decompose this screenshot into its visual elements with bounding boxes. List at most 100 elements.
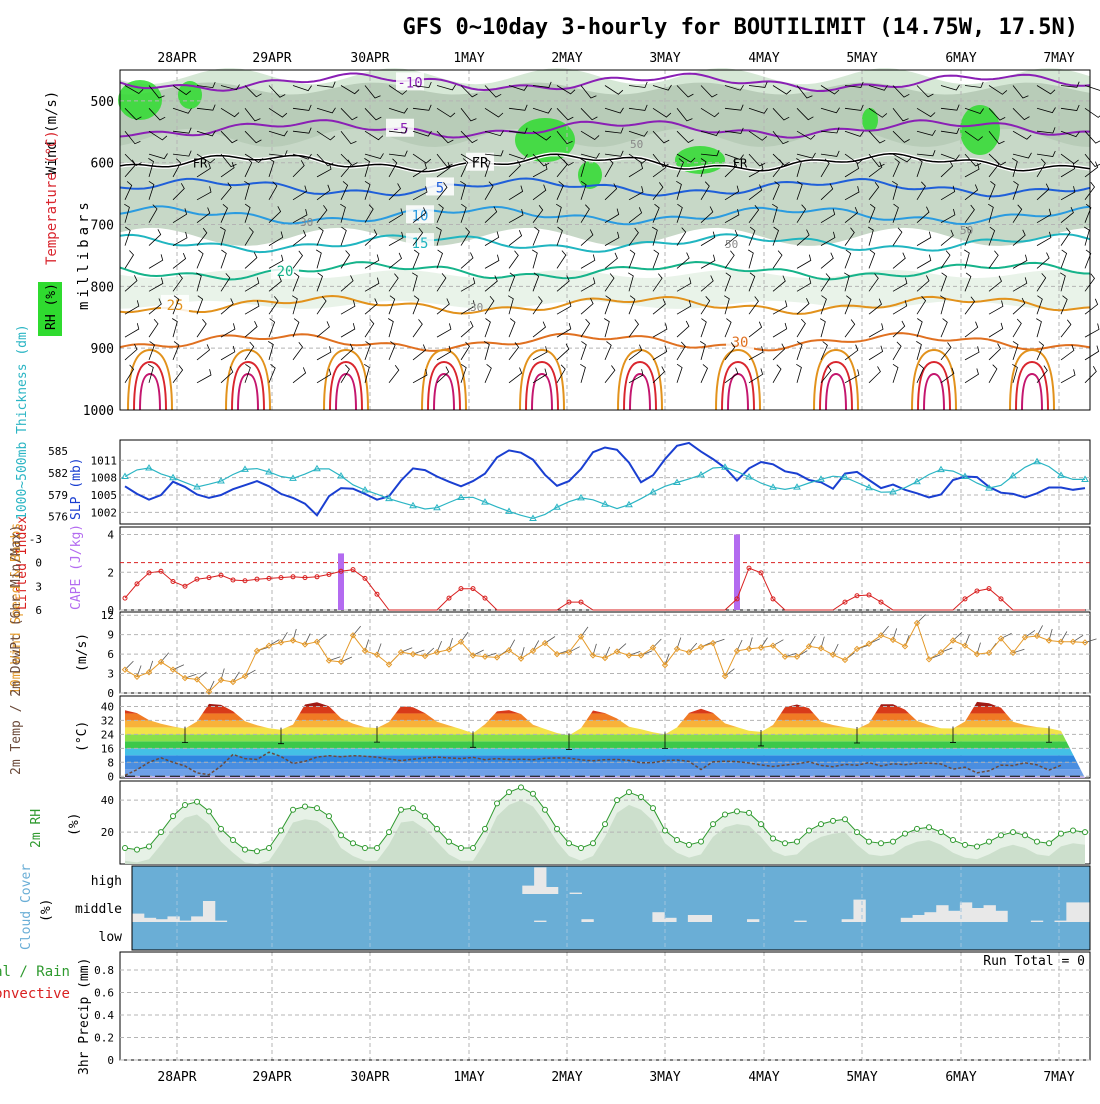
wind-barb [964, 321, 979, 338]
slp-axis-label: SLP (mb) [69, 457, 84, 520]
wind-barb [580, 158, 586, 178]
wind-barb [628, 186, 644, 201]
wind-barb [628, 249, 636, 269]
rh-point [638, 793, 644, 800]
thickness-point [361, 486, 369, 493]
cloud-bar [1054, 920, 1067, 922]
wind-speed-point [685, 648, 693, 656]
wind-barb [172, 295, 180, 315]
rh-point [518, 784, 524, 791]
wind-barb [196, 344, 210, 361]
wind-barb [196, 186, 212, 201]
wind-barb [460, 203, 467, 223]
wind-barb [723, 295, 730, 315]
wind-barb [172, 85, 192, 96]
wind-barb [172, 183, 185, 201]
contour-label: 15 [412, 236, 429, 252]
rh-point [1046, 840, 1052, 847]
thickness-point [961, 472, 969, 480]
wind-barb [940, 272, 947, 292]
wind-speed-point [265, 642, 273, 649]
lifted-index-point [302, 575, 308, 581]
thickness-point [649, 488, 657, 495]
wind-speed-point [997, 635, 1005, 642]
wind-barb [532, 296, 543, 315]
wind-speed-point [289, 637, 297, 644]
wind-barb [820, 158, 830, 178]
contour-label: FR [193, 157, 208, 171]
wind-barb [124, 85, 144, 94]
panel-frame [131, 865, 1091, 951]
rh-point [326, 813, 332, 820]
wind-barb [820, 295, 827, 315]
wind-barb [676, 130, 694, 143]
wind-barb [532, 153, 550, 167]
contour-label-bg [161, 294, 189, 313]
rh2m-panel: 40 20 2m RH (%) [29, 780, 1091, 865]
temp-axis-label: 2m Temp / 2m DewPt (6hr Min/Max) [9, 525, 24, 775]
surface-temp-contour [813, 348, 859, 411]
wind-barb [484, 107, 504, 118]
wind-barb [484, 85, 502, 98]
wind-barb [460, 153, 480, 163]
wind-barb [604, 273, 615, 292]
rh-point [506, 789, 512, 796]
wind-barb [1036, 273, 1047, 292]
wind-barb [196, 369, 212, 384]
wind-barb [148, 318, 159, 338]
temp-tick-label: 8 [107, 756, 114, 769]
thickness-tick-label: 582 [48, 467, 68, 480]
temp-unit-label: (°C) [75, 721, 90, 752]
wind-barb [1060, 319, 1072, 338]
li-tick-label: -3 [29, 533, 42, 546]
rh-point [302, 803, 308, 810]
lifted-index-point [254, 576, 260, 582]
wind-barb [652, 130, 670, 144]
wind-barb [1012, 341, 1019, 361]
thickness-point [697, 470, 705, 478]
wind-barb [1060, 186, 1076, 201]
wind-barb [1060, 162, 1076, 178]
rh-point [1010, 829, 1016, 836]
lifted-index-point [962, 596, 968, 602]
wind-barb [124, 159, 137, 178]
wind-speed-point [733, 647, 741, 655]
wind-barb [868, 130, 886, 144]
wind-speed-point [541, 639, 549, 647]
wind-barb [316, 321, 330, 338]
wind-barb [508, 185, 524, 201]
date-label-top: 7MAY [1043, 51, 1074, 66]
rh-point [530, 790, 536, 797]
wind-barb [532, 204, 544, 223]
wind-speed-point [841, 656, 849, 664]
wind-barb [844, 295, 852, 315]
wind-barb [532, 321, 546, 338]
wind-speed-point [469, 652, 477, 659]
thickness-tick-label: 576 [48, 511, 68, 524]
wind-barb [796, 85, 813, 99]
wind-barb [388, 85, 408, 95]
wind-barb [387, 318, 394, 338]
wind-barb [628, 319, 640, 338]
wind-barb [124, 203, 130, 223]
wind-barb [412, 369, 428, 384]
wind-barb [940, 153, 960, 161]
temperature-band [125, 727, 1085, 735]
rh-point [218, 825, 224, 832]
contour-label: 25 [167, 298, 184, 314]
rh-contour-label: 30 [300, 216, 313, 229]
wind-barb [316, 205, 328, 223]
lifted-index-point [218, 572, 224, 578]
wind-barb [364, 180, 371, 200]
wind-barb [604, 295, 611, 315]
wind-speed-point [181, 674, 189, 682]
wind-barb [556, 250, 567, 269]
rh-point [962, 841, 968, 848]
thickness-point [1009, 471, 1017, 479]
wind-barb [700, 206, 714, 223]
cloud-bar [664, 917, 677, 922]
wind-barb [604, 208, 620, 224]
cloud-bar [995, 910, 1008, 922]
wind-barb [268, 254, 284, 269]
wind-barb [436, 130, 454, 144]
